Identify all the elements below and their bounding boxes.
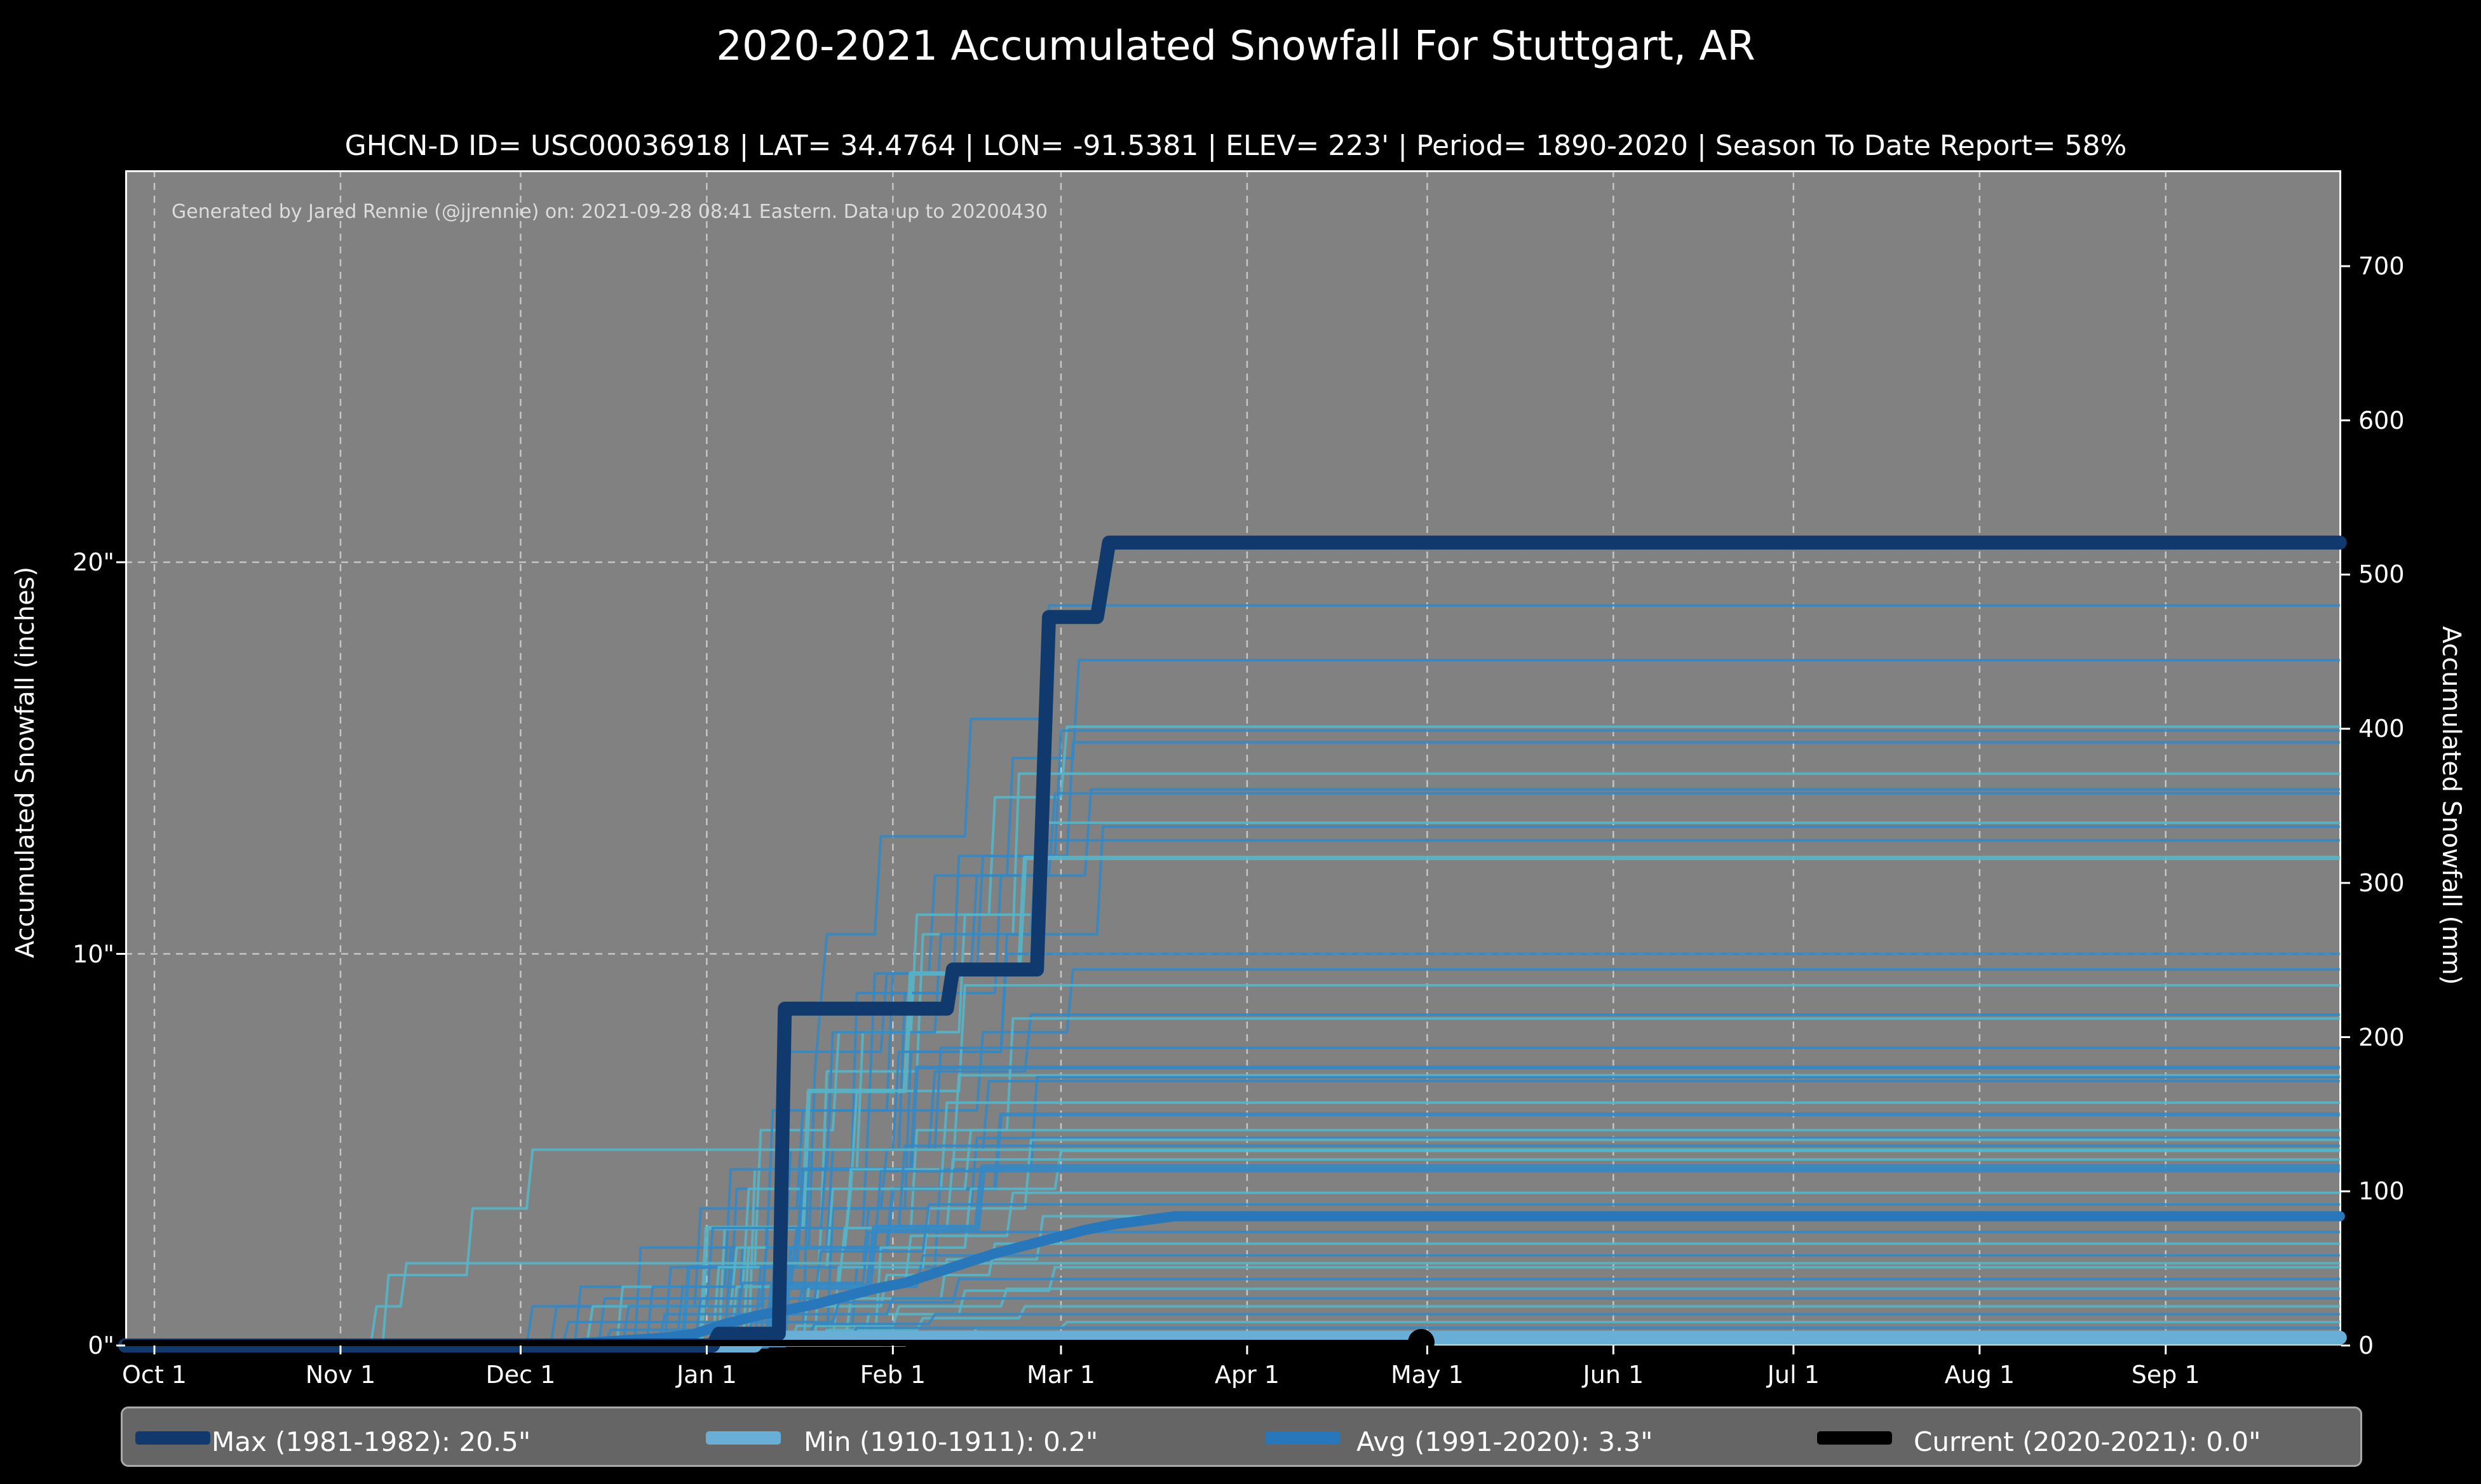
background-season-line xyxy=(125,1065,2340,1347)
series-avg-line xyxy=(120,1211,2345,1351)
legend-swatch-avg xyxy=(1265,1431,1340,1445)
background-season-line xyxy=(125,1158,2340,1347)
plot-canvas xyxy=(116,170,2350,1356)
y-axis-label-mm: Accumulated Snowfall (mm) xyxy=(2437,626,2466,985)
chart-subtitle: GHCN-D ID= USC00036918 | LAT= 34.4764 | … xyxy=(344,130,2127,162)
legend-label-current: Current (2020-2021): 0.0" xyxy=(1914,1426,2261,1457)
background-season-line xyxy=(125,1170,2340,1347)
mm-tick-label: 500 xyxy=(2358,560,2405,589)
legend-swatch-current xyxy=(1817,1431,1892,1445)
mm-tick-label: 700 xyxy=(2358,252,2405,280)
x-tick-label: Jan 1 xyxy=(676,1361,737,1389)
background-season-line xyxy=(125,1149,2340,1347)
legend-label-max: Max (1981-1982): 20.5" xyxy=(212,1426,531,1457)
background-season-line xyxy=(125,839,2340,1347)
y-axis-label-inches: Accumulated Snowfall (inches) xyxy=(11,566,40,959)
background-season-line xyxy=(125,725,2340,1347)
inches-tick-label: 0" xyxy=(88,1332,114,1359)
chart-title: 2020-2021 Accumulated Snowfall For Stutt… xyxy=(716,23,1755,70)
mm-tick-label: 600 xyxy=(2358,406,2405,435)
mm-tick-label: 0 xyxy=(2358,1332,2374,1359)
background-season-line xyxy=(125,1242,2340,1347)
x-tick-label: Oct 1 xyxy=(122,1361,187,1389)
x-tick-label: Jul 1 xyxy=(1767,1361,1820,1389)
legend-label-avg: Avg (1991-2020): 3.3" xyxy=(1356,1426,1653,1457)
legend: Max (1981-1982): 20.5" Min (1910-1911): … xyxy=(121,1406,2362,1467)
current-end-dot xyxy=(1407,1329,1435,1356)
x-tick-label: May 1 xyxy=(1390,1361,1464,1389)
background-season-line xyxy=(125,1046,2340,1347)
background-season-line xyxy=(125,1148,2340,1347)
background-season-line xyxy=(125,1215,2340,1347)
x-tick-label: Jun 1 xyxy=(1583,1361,1644,1389)
x-tick-label: Feb 1 xyxy=(860,1361,926,1389)
background-season-line xyxy=(125,1079,2340,1347)
mm-tick-label: 200 xyxy=(2358,1023,2405,1051)
x-tick-label: Aug 1 xyxy=(1944,1361,2015,1389)
legend-label-min: Min (1910-1911): 0.2" xyxy=(804,1426,1099,1457)
legend-swatch-max xyxy=(135,1431,210,1445)
background-season-line xyxy=(125,1144,2340,1347)
background-season-line xyxy=(125,604,2340,1347)
series-max-line xyxy=(118,536,2347,1352)
mm-tick-label: 100 xyxy=(2358,1177,2405,1206)
background-season-line xyxy=(125,1013,2340,1347)
x-tick-label: Dec 1 xyxy=(485,1361,556,1389)
x-tick-label: Sep 1 xyxy=(2131,1361,2200,1389)
inches-tick-label: 10" xyxy=(72,940,114,968)
x-tick-label: Apr 1 xyxy=(1214,1361,1280,1389)
generated-by-annotation: Generated by Jared Rennie (@jjrennie) on… xyxy=(172,201,1048,223)
x-tick-label: Mar 1 xyxy=(1026,1361,1095,1389)
x-tick-label: Nov 1 xyxy=(305,1361,376,1389)
legend-swatch-min xyxy=(706,1431,781,1445)
mm-tick-label: 400 xyxy=(2358,715,2405,743)
mm-tick-label: 300 xyxy=(2358,868,2405,897)
inches-tick-label: 20" xyxy=(72,548,114,576)
